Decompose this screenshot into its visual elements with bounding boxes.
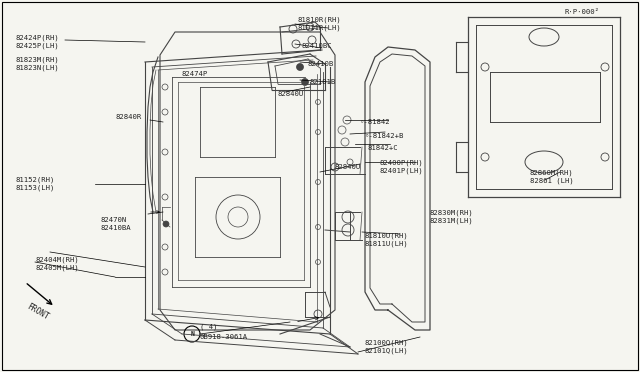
Text: 81810U(RH)
81811U(LH): 81810U(RH) 81811U(LH) (365, 233, 409, 247)
Text: ( 4): ( 4) (200, 324, 218, 330)
Text: 82181B: 82181B (310, 79, 336, 85)
Text: 82860M(RH)
82861 (LH): 82860M(RH) 82861 (LH) (530, 170, 573, 184)
Text: ◦-81842+B: ◦-81842+B (365, 133, 404, 139)
Text: 81823M(RH)
81823N(LH): 81823M(RH) 81823N(LH) (15, 57, 59, 71)
Circle shape (296, 64, 303, 71)
Text: 82840R: 82840R (115, 114, 141, 120)
Text: 82470N
82410BA: 82470N 82410BA (100, 217, 131, 231)
Text: 82404M(RH)
82405M(LH): 82404M(RH) 82405M(LH) (35, 257, 79, 271)
Text: 82400P(RH)
82401P(LH): 82400P(RH) 82401P(LH) (380, 160, 424, 174)
Text: 81810R(RH)
81011R(LH): 81810R(RH) 81011R(LH) (298, 17, 342, 31)
Text: 82100Q(RH)
82101Q(LH): 82100Q(RH) 82101Q(LH) (365, 340, 409, 354)
Text: 0B918-3061A: 0B918-3061A (200, 334, 248, 340)
Text: 82840U: 82840U (335, 164, 361, 170)
Text: N: N (191, 331, 195, 337)
Text: FRONT: FRONT (26, 302, 51, 322)
Text: ◦-81842: ◦-81842 (360, 119, 390, 125)
Text: 82474P: 82474P (182, 71, 208, 77)
Text: 82830M(RH)
82831M(LH): 82830M(RH) 82831M(LH) (430, 210, 474, 224)
Text: 82410B: 82410B (308, 61, 334, 67)
Text: 82840U: 82840U (278, 91, 304, 97)
Text: R·P·000²: R·P·000² (565, 9, 600, 15)
Text: 82410BC: 82410BC (302, 43, 333, 49)
Text: 81842+C: 81842+C (368, 145, 399, 151)
Text: 81152(RH)
81153(LH): 81152(RH) 81153(LH) (15, 177, 54, 191)
Circle shape (301, 78, 308, 86)
Text: 82424P(RH)
82425P(LH): 82424P(RH) 82425P(LH) (15, 35, 59, 49)
Circle shape (163, 221, 169, 227)
